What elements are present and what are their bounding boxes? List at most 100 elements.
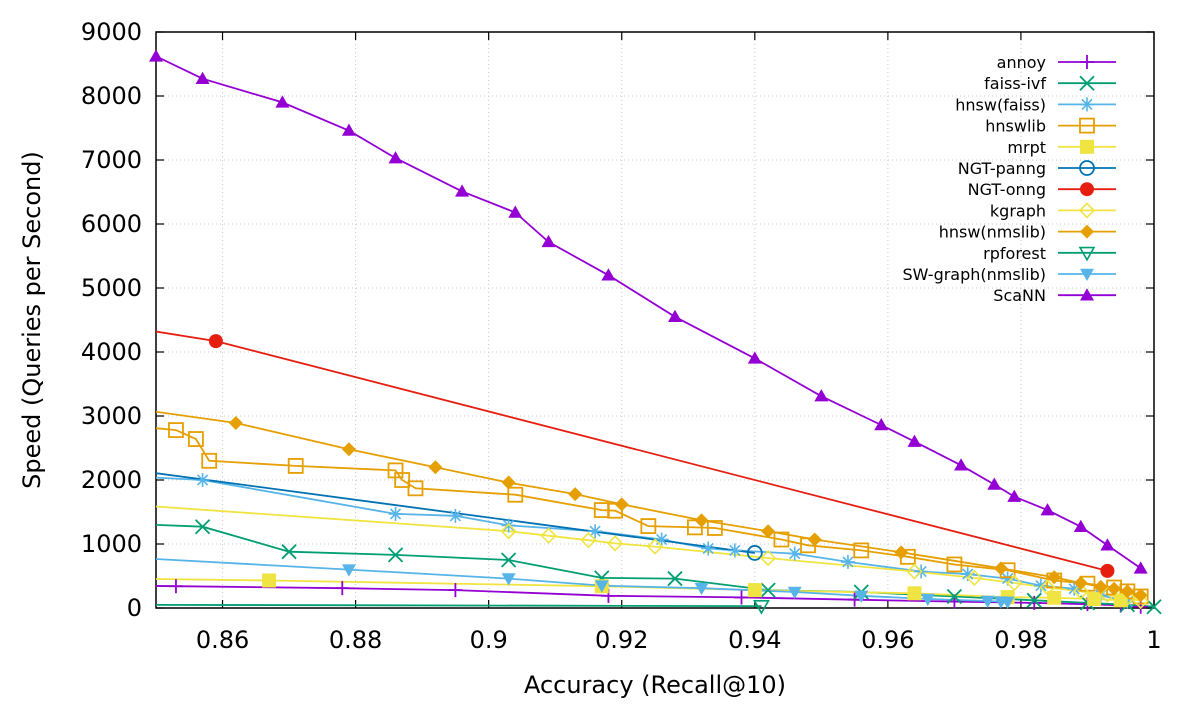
y-tick-label: 8000	[81, 82, 142, 110]
data-point-scann	[508, 205, 523, 218]
data-point-hnsw-nmslib	[761, 524, 776, 539]
data-point-kgraph	[606, 535, 624, 552]
series-markers-ngt-panng	[746, 545, 763, 561]
data-point-hnswlib	[507, 486, 524, 503]
data-point-scann	[874, 417, 889, 431]
plot-frame	[155, 31, 1155, 609]
data-point-faiss-ivf	[1146, 599, 1162, 615]
series-markers-hnsw-nmslib	[228, 416, 1148, 603]
legend-label: SW-graph(nmslib)	[902, 265, 1046, 284]
data-point-hnswlib	[188, 431, 204, 447]
x-axis-label: Accuracy (Recall@10)	[524, 671, 786, 699]
legend-label: faiss-ivf	[984, 74, 1046, 93]
data-point-hnsw-nmslib	[568, 487, 583, 502]
data-point-scann	[954, 458, 969, 471]
data-point-kgraph	[580, 532, 597, 549]
data-point-hnswlib	[407, 480, 424, 497]
series-line-ngt-panng	[156, 472, 755, 554]
data-point-sw-graph-nmslib	[594, 580, 609, 593]
data-point-hnsw-nmslib	[1107, 581, 1122, 596]
data-point-hnsw-faiss	[701, 541, 716, 556]
y-tick-label: 4000	[81, 338, 142, 366]
data-point-hnsw-faiss	[1067, 581, 1082, 596]
y-tick-label: 9000	[81, 18, 142, 46]
data-point-mrpt	[1047, 590, 1062, 605]
data-point-hnsw-nmslib	[1120, 584, 1135, 599]
data-point-faiss-ivf	[946, 588, 963, 605]
legend-item-faiss-ivf: faiss-ivf	[984, 74, 1116, 93]
data-point-faiss-ivf	[1026, 592, 1042, 608]
series-markers-sw-graph-nmslib	[341, 564, 1015, 609]
x-tick-label: 0.94	[728, 626, 781, 654]
legend-marker	[1079, 160, 1095, 176]
data-point-scann	[814, 389, 829, 402]
data-point-hnsw-nmslib	[1093, 579, 1108, 594]
data-point-faiss-ivf	[387, 547, 404, 563]
data-point-hnsw-nmslib	[1047, 570, 1062, 585]
y-tick-label: 2000	[81, 466, 142, 494]
data-point-annoy	[734, 590, 749, 605]
series-line-hnsw-faiss	[156, 476, 1128, 603]
legend-marker	[1080, 97, 1094, 112]
data-point-hnsw-faiss	[727, 543, 742, 558]
data-point-scann	[601, 268, 616, 281]
x-tick-label: 0.92	[595, 626, 648, 654]
series-markers-ngt-onng	[208, 334, 1115, 578]
data-point-hnswlib	[201, 452, 218, 469]
data-point-kgraph	[906, 563, 923, 580]
data-point-scann	[1073, 519, 1088, 532]
series-markers-scann	[149, 49, 1148, 574]
data-point-faiss-ivf	[194, 519, 211, 535]
data-point-hnsw-nmslib	[894, 545, 909, 560]
series-markers-kgraph	[500, 523, 1149, 610]
legend-item-rpforest: rpforest	[983, 244, 1116, 263]
y-axis-label: Speed (Queries per Second)	[18, 151, 46, 489]
legend-label: ScaNN	[993, 286, 1046, 305]
data-point-annoy	[335, 581, 350, 596]
data-point-hnsw-faiss	[588, 524, 603, 539]
data-point-hnsw-faiss	[840, 554, 855, 569]
data-point-mrpt	[1113, 593, 1128, 608]
data-point-hnsw-faiss	[501, 518, 516, 533]
data-point-scann	[275, 95, 290, 108]
legend-label: kgraph	[990, 201, 1046, 220]
data-point-scann	[747, 351, 762, 364]
data-point-hnsw-nmslib	[993, 561, 1008, 576]
data-point-mrpt	[907, 586, 922, 601]
data-point-faiss-ivf	[281, 544, 297, 560]
legend-item-ngt-onng: NGT-onng	[968, 180, 1116, 199]
axis-ticks: 0.86 0.88 0.9 0.92 0.94 0.96 0.98 1 0 1000 2000 300…	[81, 18, 1162, 654]
data-point-scann	[388, 151, 403, 164]
data-point-annoy	[847, 592, 862, 607]
series-layer	[156, 55, 1154, 608]
legend-item-hnsw-faiss: hnsw(faiss)	[955, 95, 1116, 114]
series-markers-hnswlib	[168, 422, 1149, 605]
data-point-hnsw-nmslib	[694, 513, 709, 528]
data-point-sw-graph-nmslib	[854, 590, 869, 603]
legend-item-hnswlib: hnswlib	[985, 117, 1116, 136]
data-point-scann	[341, 123, 356, 136]
data-point-scann	[1133, 561, 1148, 574]
data-point-sw-graph-nmslib	[341, 564, 356, 577]
data-point-scann	[149, 49, 163, 62]
data-point-faiss-ivf	[500, 552, 517, 568]
data-point-hnsw-nmslib	[228, 416, 243, 431]
x-tick-label: 0.86	[196, 626, 249, 654]
y-tick-label: 3000	[81, 402, 142, 430]
legend-item-hnsw-nmslib: hnsw(nmslib)	[939, 223, 1116, 242]
legend-label: hnsw(faiss)	[955, 95, 1046, 114]
data-point-mrpt	[747, 583, 762, 598]
data-point-kgraph	[966, 569, 983, 587]
data-point-hnsw-faiss	[1000, 571, 1015, 586]
series-line-rpforest	[156, 603, 762, 607]
data-point-ngt-onng	[208, 334, 223, 349]
legend-marker	[1080, 139, 1094, 154]
y-tick-label: 0	[127, 594, 142, 622]
data-point-hnswlib	[640, 518, 657, 534]
data-point-hnsw-faiss	[195, 473, 210, 487]
marker-layer	[149, 49, 1162, 615]
legend-marker	[1080, 55, 1094, 69]
data-point-hnsw-nmslib	[614, 497, 629, 512]
x-tick-label: 0.88	[329, 626, 382, 654]
